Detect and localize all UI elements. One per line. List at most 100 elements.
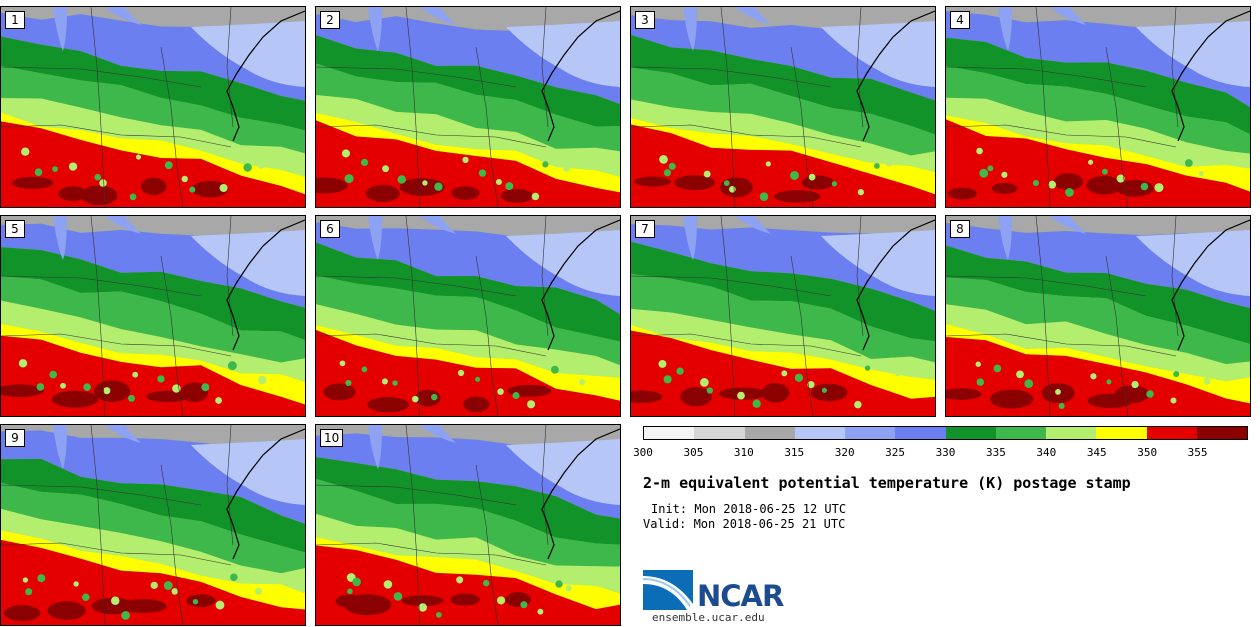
convective-cell xyxy=(99,179,107,187)
contour-band xyxy=(631,308,935,380)
convective-cell xyxy=(1016,370,1024,379)
convective-cell xyxy=(497,596,506,605)
contour-band xyxy=(316,325,620,401)
convective-cell xyxy=(132,371,139,378)
colorbar-swatch xyxy=(1146,427,1197,439)
convective-cell xyxy=(243,163,252,172)
contour-band xyxy=(316,537,620,610)
convective-cell xyxy=(807,381,815,389)
convective-cell xyxy=(82,593,90,601)
state-boundary xyxy=(475,46,499,207)
colorbar-tick-label: 330 xyxy=(935,446,956,459)
lake-shape xyxy=(998,216,1086,260)
member-number: 3 xyxy=(635,11,655,29)
contour-band xyxy=(316,425,620,456)
convective-cell xyxy=(1198,170,1204,176)
hot-pocket xyxy=(12,176,54,189)
contour-band xyxy=(1,482,305,574)
state-boundary xyxy=(160,46,184,207)
contour-band xyxy=(316,513,620,594)
convective-cell xyxy=(25,588,33,596)
hot-pocket xyxy=(500,188,534,203)
coastline xyxy=(1171,10,1250,142)
convective-cell xyxy=(706,387,713,394)
convective-cell xyxy=(73,581,79,587)
state-boundary xyxy=(856,216,864,337)
convective-cell xyxy=(864,365,871,371)
contour-band xyxy=(316,545,620,625)
member-number: 5 xyxy=(5,220,25,238)
colorbar-swatch xyxy=(1196,427,1247,439)
convective-cell xyxy=(752,399,761,408)
convective-cell xyxy=(397,175,406,184)
colorbar-tick-label: 300 xyxy=(633,446,653,459)
colorbar-swatch xyxy=(744,427,795,439)
state-boundary xyxy=(1,275,202,297)
contour-band xyxy=(946,115,1250,192)
state-boundary xyxy=(226,425,234,546)
state-boundary xyxy=(631,333,862,357)
convective-cell xyxy=(831,181,838,187)
convective-cell xyxy=(1173,371,1180,378)
contour-band xyxy=(191,21,305,87)
contour-band xyxy=(946,97,1250,169)
contour-band xyxy=(316,478,620,567)
convective-cell xyxy=(434,182,443,191)
member-panel-5: 5 xyxy=(0,215,306,417)
colorbar-swatch xyxy=(694,427,745,439)
contour-band xyxy=(1,425,305,454)
convective-cell xyxy=(1146,390,1154,398)
convective-cell xyxy=(699,378,709,387)
convective-cell xyxy=(215,397,222,404)
state-boundary xyxy=(1171,7,1179,128)
contour-band xyxy=(1,36,305,131)
state-boundary xyxy=(90,425,106,625)
convective-cell xyxy=(808,173,816,181)
contour-band xyxy=(946,245,1250,344)
state-boundary xyxy=(541,7,549,128)
convective-cell xyxy=(975,361,981,367)
coastline xyxy=(1171,219,1250,351)
convective-cell xyxy=(49,370,58,379)
state-boundary xyxy=(160,464,184,625)
state-boundary xyxy=(316,124,547,148)
coastline xyxy=(541,219,620,351)
member-panel-4: 4 xyxy=(945,6,1251,208)
contour-band xyxy=(946,324,1250,404)
convective-cell xyxy=(495,178,502,185)
member-number: 2 xyxy=(320,11,340,29)
hot-pocket xyxy=(801,175,835,190)
state-boundary xyxy=(475,255,499,416)
convective-cell xyxy=(663,169,671,177)
contour-band xyxy=(1,508,305,594)
convective-cell xyxy=(392,380,398,386)
convective-cell xyxy=(215,600,225,610)
member-number: 9 xyxy=(5,429,25,447)
lake-shape xyxy=(683,7,771,51)
convective-cell xyxy=(1184,159,1193,167)
convective-cell xyxy=(157,375,165,383)
convective-cell xyxy=(1116,174,1125,183)
contour-band xyxy=(946,216,1250,239)
plot-title: 2-m equivalent potential temperature (K)… xyxy=(643,474,1131,492)
hot-pocket xyxy=(761,383,790,403)
colorbar xyxy=(643,426,1248,440)
convective-cell xyxy=(110,596,120,606)
contour-band xyxy=(1136,230,1250,296)
hot-pocket xyxy=(631,390,663,403)
member-panel-10: 10 xyxy=(315,424,621,626)
state-boundary xyxy=(1,66,202,88)
convective-cell xyxy=(1055,389,1061,395)
contour-band xyxy=(1,216,305,247)
contour-band xyxy=(631,241,935,342)
hot-pocket xyxy=(450,593,480,606)
colorbar-tick-label: 315 xyxy=(784,446,805,459)
convective-cell xyxy=(565,585,572,592)
lake-shape xyxy=(53,425,141,469)
convective-cell xyxy=(1203,378,1211,385)
state-boundary xyxy=(405,7,421,207)
contour-band xyxy=(506,439,620,505)
state-boundary xyxy=(1,333,232,357)
hot-pocket xyxy=(180,382,209,403)
convective-cell xyxy=(68,162,78,171)
